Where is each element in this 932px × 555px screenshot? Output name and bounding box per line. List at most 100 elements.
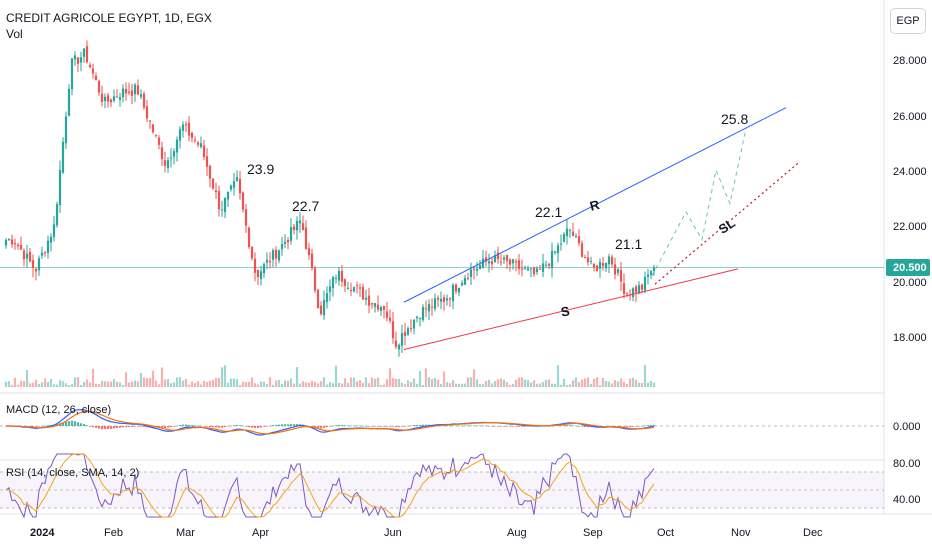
volume-bar [406, 380, 410, 387]
currency-badge[interactable]: EGP [890, 8, 926, 34]
candle-body [361, 286, 365, 300]
candle-body [574, 235, 578, 237]
macd-histogram-bar [529, 426, 533, 427]
volume-bar [469, 377, 473, 387]
candle-body [556, 245, 560, 254]
candle-body [166, 160, 170, 168]
macd-histogram-bar [625, 426, 629, 427]
volume-bar [10, 384, 14, 387]
candle-body [631, 288, 635, 298]
macd-histogram-bar [268, 425, 272, 427]
macd-tick: 0.000 [893, 421, 921, 433]
macd-histogram-bar [205, 426, 209, 427]
candle-body [415, 316, 419, 318]
volume-bar [310, 380, 314, 387]
candle-body [451, 284, 455, 302]
candle-body [622, 283, 626, 294]
candle-body [610, 256, 614, 265]
macd-label[interactable]: MACD (12, 26, close) [6, 404, 112, 416]
macd-histogram-bar [220, 426, 224, 428]
volume-bar [424, 368, 428, 387]
candle-body [70, 58, 74, 90]
macd-histogram-bar [364, 425, 368, 427]
macd-histogram-bar [262, 426, 266, 427]
volume-bar [457, 383, 461, 387]
volume-bar [541, 382, 545, 387]
candle-body [355, 285, 359, 287]
volume-bar [181, 380, 185, 387]
volume-bar [241, 381, 245, 387]
volume-bar [211, 379, 215, 387]
volume-bar [151, 370, 155, 387]
volume-bar [22, 381, 26, 387]
volume-bar [355, 381, 359, 387]
candle-body [547, 263, 551, 266]
rsi-label[interactable]: RSI (14, close, SMA, 14, 2) [6, 467, 140, 479]
macd-histogram-bar [100, 426, 104, 430]
volume-bar [415, 383, 419, 387]
volume-bar [169, 383, 173, 387]
volume-bar [226, 382, 230, 387]
macd-histogram-bar [490, 426, 494, 427]
macd-histogram-bar [502, 426, 506, 427]
macd-histogram-bar [97, 426, 101, 429]
volume-bar [145, 378, 149, 387]
macd-histogram-bar [505, 426, 509, 427]
volume-bars [4, 365, 656, 387]
volume-bar [61, 381, 65, 387]
macd-histogram-bar [253, 426, 257, 429]
label-stop-loss: SL [716, 215, 738, 237]
volume-bar [223, 365, 227, 387]
candle-body [436, 297, 440, 300]
volume-bar [403, 384, 407, 387]
volume-label: Vol [6, 27, 23, 41]
candle-body [238, 178, 242, 194]
time-tick: Jun [384, 527, 402, 539]
candle-body [130, 90, 134, 96]
support-line [403, 268, 739, 350]
volume-bar [337, 383, 341, 387]
volume-bar [460, 383, 464, 387]
candle-body [139, 94, 143, 97]
candle-body [529, 268, 533, 270]
candle-body [94, 75, 98, 80]
volume-bar [592, 378, 596, 387]
candle-body [145, 106, 149, 119]
macd-histogram-bar [238, 425, 242, 426]
macd-histogram-bar [259, 426, 263, 428]
volume-bar [475, 379, 479, 387]
candle-body [97, 80, 101, 93]
volume-bar [559, 384, 563, 387]
candle-body [460, 282, 464, 286]
volume-bar [388, 368, 392, 387]
macd-histogram-bar [112, 426, 116, 429]
candle-body [91, 68, 95, 74]
candle-body [526, 268, 530, 271]
volume-bar [322, 377, 326, 387]
candle-body [259, 271, 263, 280]
volume-bar [523, 379, 527, 387]
volume-bar [493, 381, 497, 387]
macd-histogram-bar [454, 425, 458, 427]
candle-body [343, 279, 347, 286]
candle-body [19, 244, 23, 250]
candle-body [523, 268, 527, 270]
time-tick: Aug [507, 527, 527, 539]
candle-body [322, 300, 326, 316]
price-tick: 26.000 [893, 111, 927, 123]
macd-histogram-bar [511, 426, 515, 427]
volume-bar [64, 383, 68, 387]
volume-bar [628, 378, 632, 387]
macd-histogram-bar [493, 426, 497, 427]
macd-histogram-bar [322, 426, 326, 428]
volume-bar [250, 377, 254, 387]
candle-body [337, 270, 341, 281]
macd-histogram-bar [523, 426, 527, 427]
candle-body [328, 286, 332, 293]
volume-bar [484, 380, 488, 387]
candle-body [334, 277, 338, 279]
candle-body [307, 248, 311, 256]
candle-body [40, 252, 44, 256]
